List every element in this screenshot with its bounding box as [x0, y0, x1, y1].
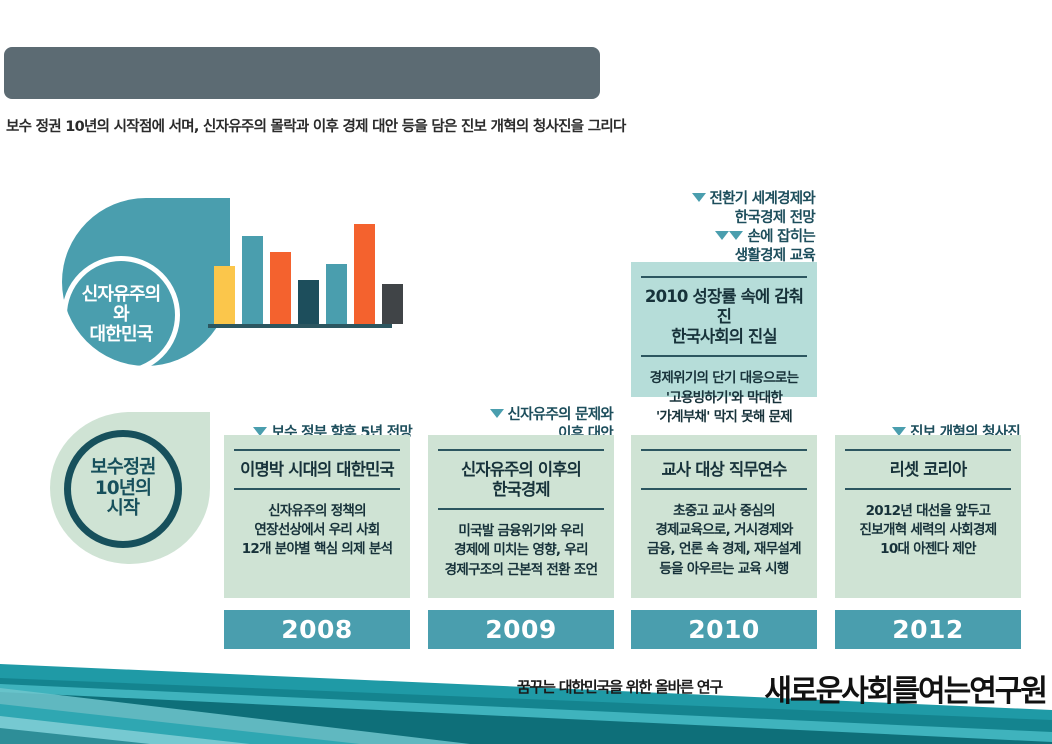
card-2009-body: 미국발 금융위기와 우리 경제에 미치는 영향, 우리 경제구조의 근본적 전환… — [444, 523, 598, 578]
chart-bar-4 — [298, 280, 319, 324]
triangle-down-icon — [489, 408, 504, 418]
badge-neoliberalism-korea: 신자유주의 와 대한민국 — [62, 198, 230, 374]
card-2010-bottom-body: 초중고 교사 중심의 경제교육으로, 거시경제와 금융, 언론 속 경제, 재무… — [647, 503, 801, 577]
card-2010-top-title: 2010 성장률 속에 감춰진 한국사회의 진실 — [641, 276, 807, 358]
year-bar-2012: 2012 — [835, 610, 1021, 649]
card-2010-top-body: 경제위기의 단기 대응으로는 '고용빙하기'와 막대한 '가계부채' 막지 못해… — [649, 370, 799, 425]
page-title: 10년 간의 새사연 연구 (2008~2012) — [22, 13, 516, 47]
chart-baseline — [208, 324, 392, 328]
footer-wave-graphic — [0, 658, 1052, 744]
callout-2010-b: 손에 잡히는 생활경제 교육 — [620, 208, 816, 267]
triangle-down-icon — [691, 192, 706, 202]
wave-band-8 — [0, 728, 150, 744]
footer-slogan: 꿈꾸는 대한민국을 위한 올바른 연구 — [516, 678, 723, 696]
chart-bar-6 — [354, 224, 375, 324]
card-2009-title: 신자유주의 이후의 한국경제 — [438, 449, 604, 511]
badge-neoliberalism-korea-label: 신자유주의 와 대한민국 — [81, 283, 162, 346]
triangle-down-icon — [253, 426, 268, 436]
year-bar-2008-label: 2008 — [281, 615, 353, 644]
chart-bar-1 — [214, 266, 235, 324]
badge-conservative-decade-circle: 보수정권 10년의 시작 — [64, 430, 182, 548]
year-bar-2009: 2009 — [428, 610, 614, 649]
card-2009: 신자유주의 이후의 한국경제 미국발 금융위기와 우리 경제에 미치는 영향, … — [428, 435, 614, 598]
wave-svg — [0, 664, 1052, 744]
card-2010-bottom: 교사 대상 직무연수 초중고 교사 중심의 경제교육으로, 거시경제와 금융, … — [631, 435, 817, 598]
triangle-down-icon — [715, 230, 730, 240]
triangle-down-icon — [729, 230, 744, 240]
chart-bar-5 — [326, 264, 347, 324]
callout-2010-a-label: 전환기 세계경제와 한국경제 전망 — [709, 190, 816, 227]
year-bar-2009-label: 2009 — [485, 615, 557, 644]
chart-bar-3 — [270, 252, 291, 324]
year-bar-2012-label: 2012 — [892, 615, 964, 644]
card-2012-title: 리셋 코리아 — [845, 449, 1011, 491]
title-banner — [4, 47, 600, 99]
card-2010-top: 2010 성장률 속에 감춰진 한국사회의 진실 경제위기의 단기 대응으로는 … — [631, 262, 817, 425]
card-2008: 이명박 시대의 대한민국 신자유주의 정책의 연장선상에서 우리 사회 12개 … — [224, 435, 410, 598]
bar-chart — [208, 218, 403, 328]
card-2008-title: 이명박 시대의 대한민국 — [234, 449, 400, 491]
chart-bar-2 — [242, 236, 263, 324]
callout-2010-b-label: 손에 잡히는 생활경제 교육 — [734, 228, 816, 265]
badge-conservative-decade: 보수정권 10년의 시작 — [50, 412, 210, 564]
year-bar-2010-label: 2010 — [688, 615, 760, 644]
year-bar-2008: 2008 — [224, 610, 410, 649]
year-bar-2010: 2010 — [631, 610, 817, 649]
page-subtitle: 보수 정권 10년의 시작점에 서며, 신자유주의 몰락과 이후 경제 대안 등… — [6, 119, 626, 135]
callout-2010-a: 전환기 세계경제와 한국경제 전망 — [620, 170, 816, 229]
card-2012-body: 2012년 대선을 앞두고 진보개혁 세력의 사회경제 10대 아젠다 제안 — [859, 503, 998, 558]
card-2010-bottom-title: 교사 대상 직무연수 — [641, 449, 807, 491]
badge-conservative-decade-label: 보수정권 10년의 시작 — [90, 456, 157, 520]
card-2012: 리셋 코리아 2012년 대선을 앞두고 진보개혁 세력의 사회경제 10대 아… — [835, 435, 1021, 598]
chart-bar-7 — [382, 284, 403, 324]
footer-brand: 새로운사회를여는연구원 — [764, 674, 1048, 709]
badge-neoliberalism-korea-circle: 신자유주의 와 대한민국 — [62, 256, 180, 374]
triangle-down-icon — [892, 426, 907, 436]
card-2008-body: 신자유주의 정책의 연장선상에서 우리 사회 12개 분야별 핵심 의제 분석 — [241, 503, 393, 558]
